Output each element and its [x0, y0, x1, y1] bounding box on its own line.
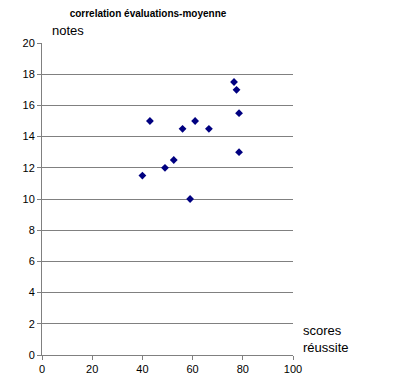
svg-text:10: 10 — [23, 193, 35, 205]
svg-text:2: 2 — [29, 318, 35, 330]
svg-text:0: 0 — [39, 363, 45, 375]
svg-text:100: 100 — [284, 363, 302, 375]
svg-text:80: 80 — [237, 363, 249, 375]
svg-text:40: 40 — [136, 363, 148, 375]
svg-text:60: 60 — [186, 363, 198, 375]
svg-text:correlation évaluations-moyenn: correlation évaluations-moyenne — [70, 8, 227, 19]
svg-text:20: 20 — [86, 363, 98, 375]
svg-text:0: 0 — [29, 349, 35, 361]
svg-text:4: 4 — [29, 286, 35, 298]
svg-text:8: 8 — [29, 224, 35, 236]
svg-text:6: 6 — [29, 255, 35, 267]
svg-text:18: 18 — [23, 68, 35, 80]
svg-text:12: 12 — [23, 162, 35, 174]
svg-text:20: 20 — [23, 37, 35, 49]
svg-text:scoresréussite: scoresréussite — [303, 323, 349, 355]
svg-text:14: 14 — [23, 130, 35, 142]
svg-text:16: 16 — [23, 99, 35, 111]
svg-text:notes: notes — [52, 23, 84, 38]
